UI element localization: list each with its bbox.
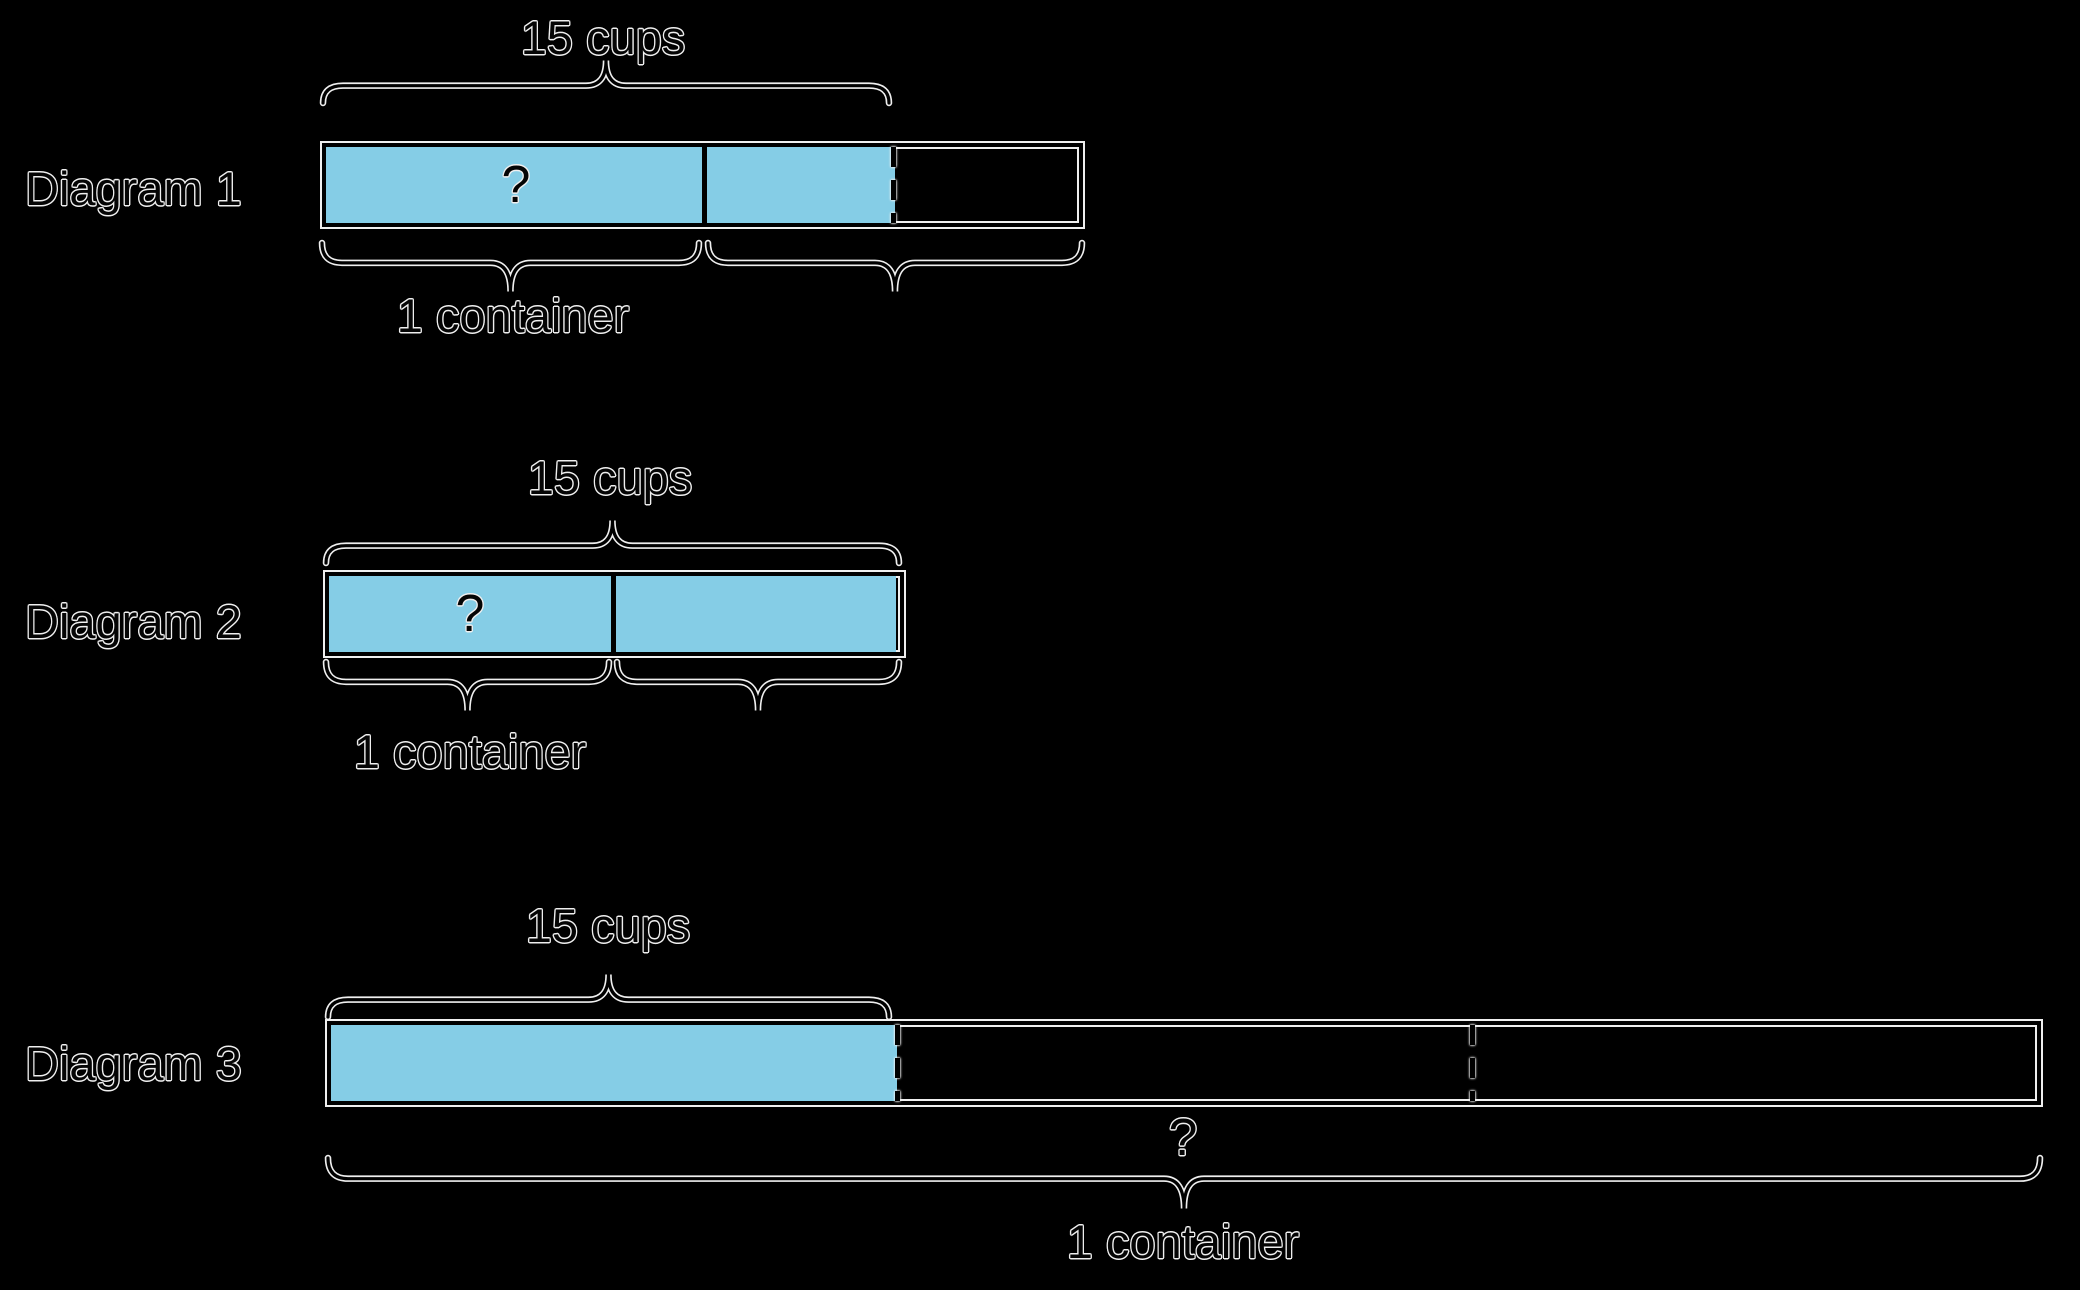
diagram-3-container-label: 1 container — [1066, 1215, 1300, 1268]
diagram-2-title: Diagram 2 — [25, 595, 242, 648]
diagram-1-container-label: 1 container — [396, 289, 630, 342]
diagram-1-bottom-brace-right — [704, 239, 1086, 292]
diagram-2-bottom-brace-right — [613, 658, 903, 711]
diagram-1-amount-label: 15 cups — [520, 11, 686, 64]
diagram-3-question-mark: ? — [1168, 1109, 1198, 1167]
diagram-1-container-divider — [702, 147, 707, 223]
diagram-3-filled-segment — [331, 1025, 897, 1101]
diagram-2-amount-label: 15 cups — [527, 451, 693, 504]
diagram-1-title: Diagram 1 — [25, 162, 242, 215]
diagram-2-container-divider — [611, 576, 616, 652]
diagram-1-bottom-brace-left — [318, 239, 703, 292]
diagram-1-tape-bar: ? — [322, 143, 1083, 227]
diagram-2-bottom-brace-left — [322, 658, 613, 711]
diagram-2-top-brace — [322, 520, 903, 567]
diagram-3-tape-bar — [327, 1021, 2041, 1105]
diagram-2-question-mark: ? — [455, 585, 485, 643]
diagram-1-fill-edge-dashed — [891, 147, 896, 223]
diagram-2-tape-bar: ? — [325, 572, 904, 656]
diagram-3-bottom-brace — [324, 1154, 2044, 1209]
diagram-3-title: Diagram 3 — [25, 1037, 242, 1090]
diagram-3-amount-label: 15 cups — [525, 899, 691, 952]
diagram-1-top-brace — [319, 60, 893, 107]
diagram-1-question-mark: ? — [501, 156, 531, 214]
diagram-3-top-brace — [324, 974, 893, 1021]
diagram-1-filled-segment — [326, 147, 895, 223]
diagram-3-third-divider-2 — [1470, 1025, 1475, 1101]
diagram-3-third-divider-1 — [895, 1025, 900, 1101]
diagram-2-container-label: 1 container — [353, 725, 587, 778]
